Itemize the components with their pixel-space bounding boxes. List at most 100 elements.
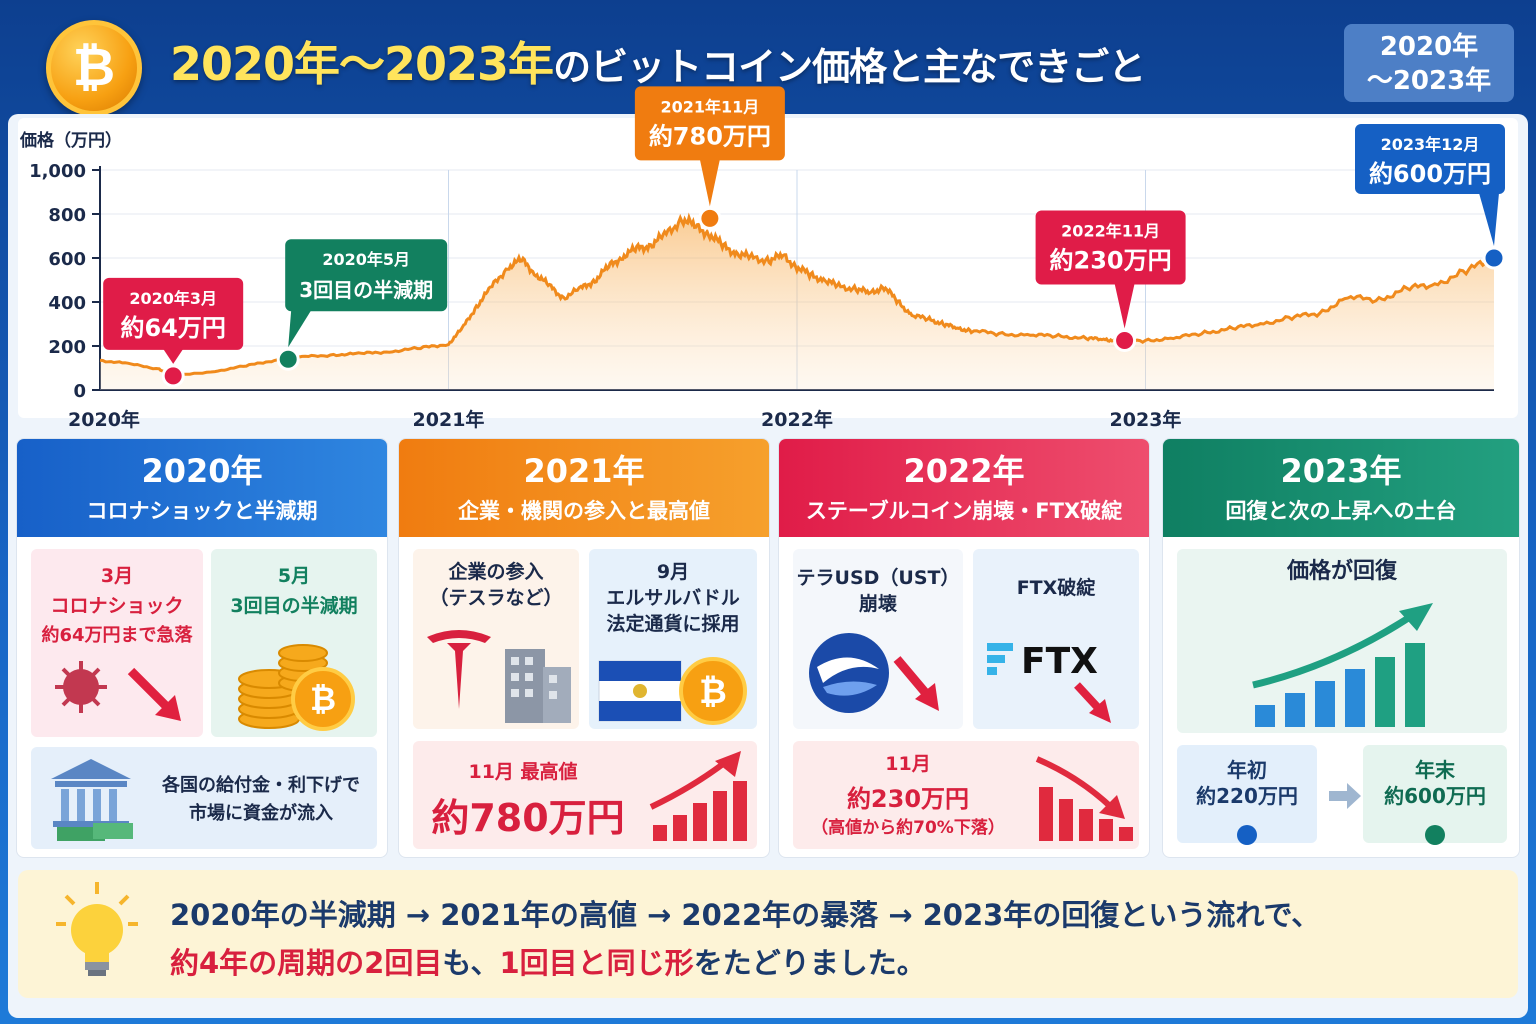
coin-stack-icon: ₿	[238, 644, 355, 731]
card-2023-header: 2023年 回復と次の上昇への土台	[1163, 439, 1519, 537]
corporate-entry-note: （テスラなど）	[429, 587, 563, 609]
annotation-box	[285, 239, 448, 312]
card-2020-subtitle: コロナショックと半減期	[86, 499, 318, 523]
halving-month: 5月	[277, 565, 311, 587]
ftx-collapse-box: FTX破綻 FTX	[973, 549, 1139, 729]
annotation-box	[1035, 210, 1186, 285]
x-tick-label: 2021年	[413, 408, 485, 431]
x-tick-label: 2022年	[761, 408, 833, 431]
falling-bars-icon	[1035, 756, 1133, 841]
card-2023-year: 2023年	[1280, 452, 1402, 490]
summary-footer: 2020年の半減期 → 2021年の高値 → 2022年の暴落 → 2023年の…	[18, 870, 1518, 998]
title-text: のビットコイン価格と主なできごと	[553, 45, 1146, 89]
x-tick-label: 2020年	[68, 408, 140, 431]
terra-note: 崩壊	[858, 593, 897, 615]
card-2021-year: 2021年	[523, 452, 645, 490]
year-start-label: 年初	[1227, 758, 1267, 782]
annotation-value: 約64万円	[120, 314, 225, 342]
year-end-box: 年末 約600万円	[1363, 745, 1507, 845]
bitcoin-coin-icon: ₿	[46, 20, 142, 116]
ftx-logo-text: FTX	[1021, 641, 1098, 682]
card-2020: 2020年 コロナショックと半減期 3月 コロナショック 約64万円まで急落 5…	[16, 438, 388, 858]
terra-label: テラUSD（UST）	[796, 567, 960, 589]
annotation-pointer	[163, 348, 184, 364]
bank-money-icon	[51, 759, 133, 841]
summary-line-1: 2020年の半減期 → 2021年の高値 → 2022年の暴落 → 2023年の…	[170, 898, 1321, 932]
ath-label: 11月 最高値	[468, 761, 578, 783]
page-title: 2020年～2023年のビットコイン価格と主なできごと	[170, 28, 1146, 94]
x-tick-label: 2023年	[1110, 408, 1182, 431]
corona-price: 約64万円まで急落	[41, 625, 193, 646]
year-start-box: 年初 約220万円	[1177, 745, 1317, 845]
y-axis-label: 価格（万円）	[19, 130, 122, 151]
annotation-pointer	[1479, 193, 1499, 246]
annotation-box	[1355, 124, 1505, 194]
el-salvador-label: エルサルバドル	[606, 587, 740, 609]
annotation-point	[276, 347, 300, 371]
recovery-bars-icon	[1252, 603, 1433, 727]
card-2022-year: 2022年	[903, 452, 1025, 490]
y-tick-label: 600	[48, 249, 86, 270]
annotation-value: 3回目の半減期	[299, 278, 433, 302]
y-tick-label: 400	[48, 293, 86, 314]
corporate-entry-label: 企業の参入	[448, 561, 544, 583]
ath-value: 約780万円	[431, 796, 625, 840]
rising-bars-icon	[649, 751, 747, 841]
summary-highlight-cycle: 約4年の周期の2回目	[170, 946, 443, 980]
el-salvador-box: 9月 エルサルバドル 法定通貨に採用 ₿	[589, 549, 757, 729]
card-2022-subtitle: ステーブルコイン崩壊・FTX破綻	[805, 499, 1123, 523]
halving-label: 3回目の半減期	[230, 595, 358, 617]
terra-collapse-box: テラUSD（UST） 崩壊	[793, 549, 963, 729]
price-line-chart: 価格（万円） 0 200 400 600 800 1,000 2020年 2021年 2022年 2…	[18, 86, 1518, 431]
card-2021: 2021年 企業・機関の参入と最高値 企業の参入 （テスラなど） 9月 エルサル…	[398, 438, 770, 858]
title-year-start: 2020年	[170, 37, 340, 91]
annotation-value: 約600万円	[1369, 160, 1491, 188]
y-tick-label: 200	[48, 337, 86, 358]
stimulus-line-1: 各国の給付金・利下げで	[162, 775, 360, 796]
el-salvador-month: 9月	[656, 561, 690, 583]
year-start-dot	[1237, 825, 1257, 845]
bear-market-box: 11月 約230万円 （高値から約70%下落）	[793, 741, 1139, 849]
annotation-date: 2022年11月	[1061, 222, 1160, 241]
virus-down-arrow-icon	[55, 661, 181, 721]
annotation-date: 2020年5月	[322, 250, 410, 269]
y-tick-label: 800	[48, 205, 86, 226]
card-2023-subtitle: 回復と次の上昇への土台	[1225, 499, 1457, 523]
bitcoin-symbol: ₿	[72, 38, 116, 98]
stimulus-line-2: 市場に資金が流入	[189, 803, 333, 824]
summary-connector: も、	[442, 946, 500, 980]
badge-line-2: ～2023年	[1366, 66, 1492, 96]
recovery-box: 価格が回復	[1177, 549, 1507, 733]
terra-logo-down-arrow-icon	[809, 633, 939, 713]
annotation-pointer	[288, 310, 312, 348]
title-year-end: 2023年	[384, 37, 554, 91]
card-2021-header: 2021年 企業・機関の参入と最高値	[399, 439, 769, 537]
tesla-building-icon	[427, 630, 571, 723]
price-series-line	[99, 212, 1496, 378]
year-end-dot	[1425, 825, 1445, 845]
corporate-entry-box: 企業の参入 （テスラなど）	[413, 549, 579, 729]
ftx-label: FTX破綻	[1016, 577, 1096, 599]
stimulus-box: 各国の給付金・利下げで 市場に資金が流入	[31, 747, 377, 849]
card-2022-header: 2022年 ステーブルコイン崩壊・FTX破綻	[779, 439, 1149, 537]
annotation-point	[1482, 246, 1506, 270]
card-2020-header: 2020年 コロナショックと半減期	[17, 439, 387, 537]
summary-ending: をたどりました。	[693, 946, 926, 980]
ftx-logo-down-arrow-icon: FTX	[987, 641, 1111, 723]
el-salvador-note: 法定通貨に採用	[606, 613, 740, 635]
halving-box: 5月 3回目の半減期 ₿	[211, 549, 377, 737]
el-salvador-flag-coin-icon: ₿	[598, 657, 747, 725]
lightbulb-icon	[56, 882, 138, 976]
bear-drop-note: （高値から約70%下落）	[811, 818, 1005, 838]
period-badge: 2020年 ～2023年	[1344, 24, 1514, 102]
y-tick-label: 0	[73, 381, 86, 402]
annotation-pointer	[699, 159, 720, 207]
annotation-box	[634, 86, 785, 161]
svg-text:₿: ₿	[310, 680, 336, 718]
annotation-point	[1113, 329, 1137, 352]
header: ₿ 2020年～2023年のビットコイン価格と主なできごと 2020年 ～202…	[0, 0, 1536, 118]
all-time-high-box: 11月 最高値 約780万円	[413, 741, 757, 849]
card-2023: 2023年 回復と次の上昇への土台 価格が回復 年初 約220万円 年末 約60…	[1162, 438, 1520, 858]
year-end-value: 約600万円	[1384, 784, 1486, 808]
annotation-value: 約780万円	[649, 122, 771, 150]
